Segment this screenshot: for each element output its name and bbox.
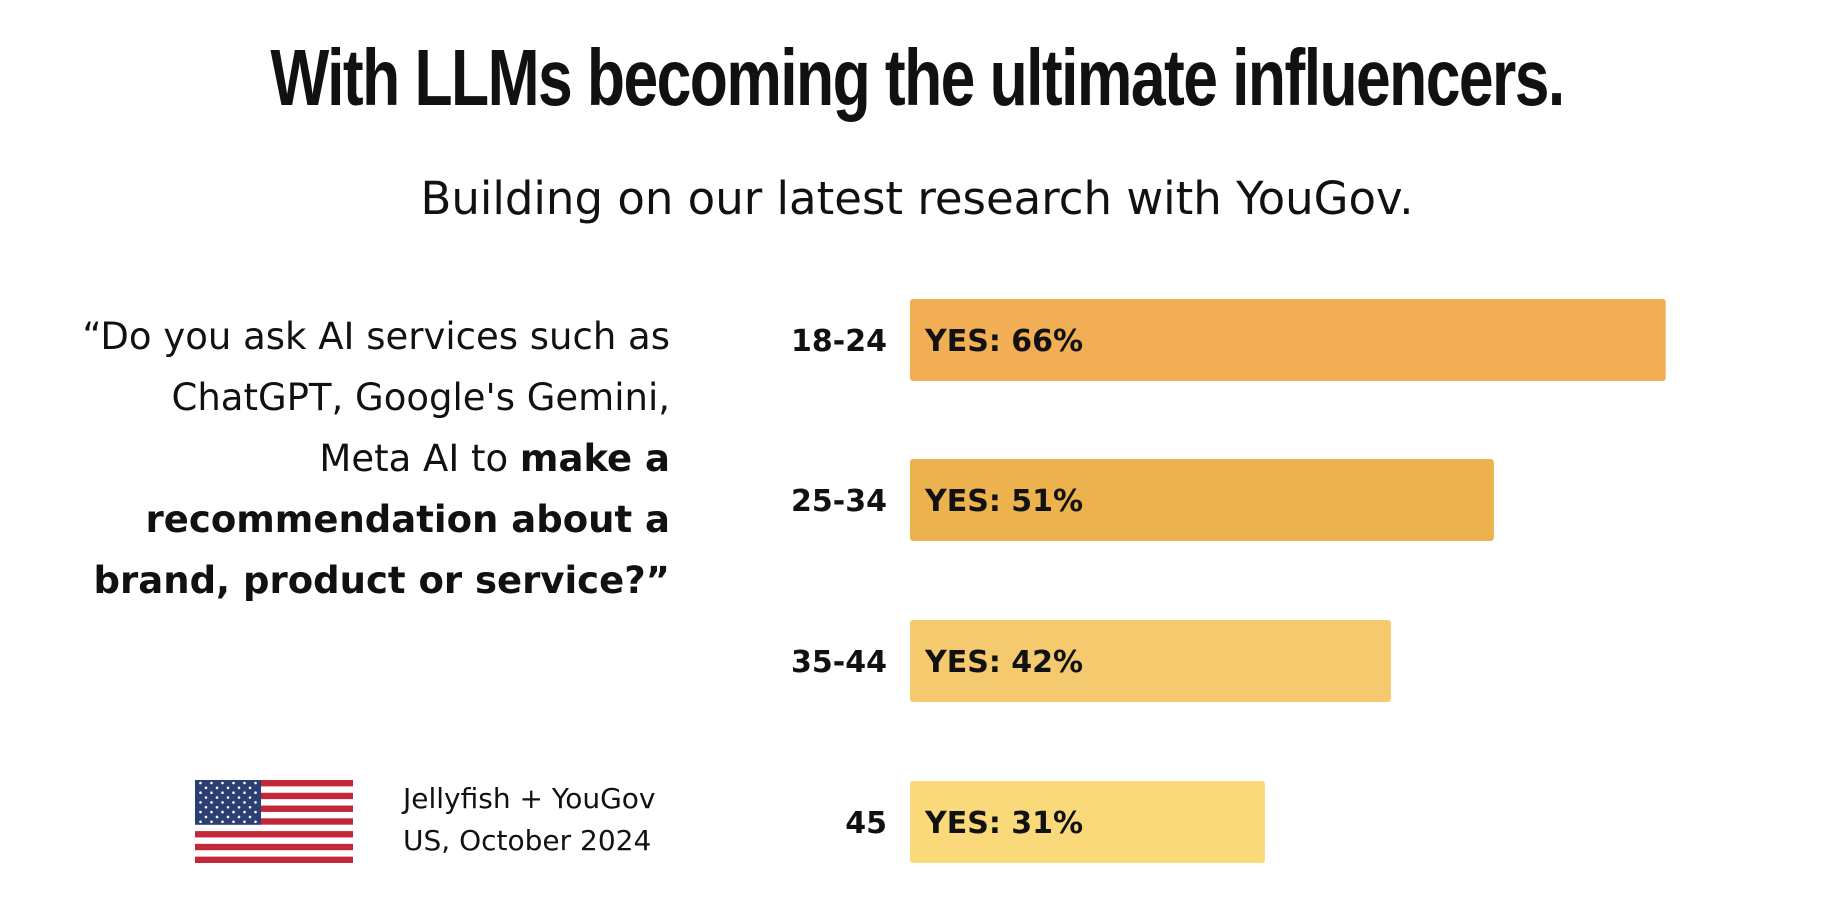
bar-45 (910, 781, 1265, 863)
category-label-18-24: 18-24 (791, 324, 887, 359)
value-label-45: YES: 31% (924, 806, 1083, 841)
page-title: With LLMs becoming the ultimate influenc… (270, 33, 1565, 122)
survey-question-plain: “Do you ask AI services such as ChatGPT,… (82, 315, 670, 480)
value-label-25-34: YES: 51% (924, 484, 1083, 519)
survey-question: “Do you ask AI services such as ChatGPT,… (70, 306, 670, 611)
source-line-1: Jellyfish + YouGov (403, 782, 656, 815)
category-label-45: 45 (845, 806, 887, 841)
value-label-35-44: YES: 42% (924, 645, 1083, 680)
survey-question-bold: make a recommendation about a brand, pro… (93, 437, 670, 602)
bar-18-24 (910, 299, 1666, 381)
source-line-2: US, October 2024 (403, 824, 652, 857)
page-subtitle: Building on our latest research with You… (420, 172, 1414, 225)
value-label-18-24: YES: 66% (924, 324, 1083, 359)
source-note: Jellyfish + YouGov US, October 2024 (403, 778, 656, 862)
category-label-35-44: 35-44 (791, 645, 887, 680)
category-label-25-34: 25-34 (791, 484, 887, 519)
bar-35-44 (910, 620, 1391, 702)
us-flag-icon (195, 780, 353, 863)
bar-25-34 (910, 459, 1494, 541)
